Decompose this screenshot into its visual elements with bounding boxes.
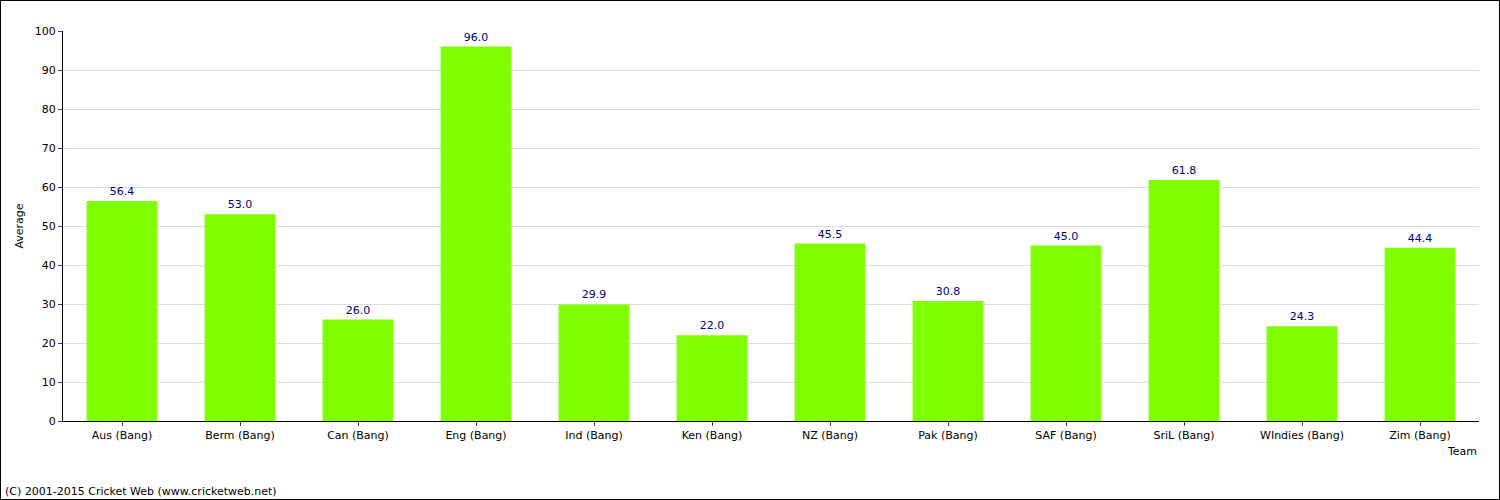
svg-text:Team: Team: [1447, 445, 1477, 458]
svg-text:40: 40: [42, 259, 56, 272]
svg-text:90: 90: [42, 64, 56, 77]
svg-text:Pak (Bang): Pak (Bang): [918, 429, 978, 442]
svg-text:56.4: 56.4: [110, 185, 135, 198]
svg-text:30: 30: [42, 298, 56, 311]
svg-text:Berm (Bang): Berm (Bang): [205, 429, 275, 442]
svg-text:20: 20: [42, 337, 56, 350]
svg-text:44.4: 44.4: [1408, 232, 1433, 245]
svg-text:Average: Average: [13, 203, 26, 248]
svg-text:45.0: 45.0: [1054, 230, 1079, 243]
svg-text:Ind (Bang): Ind (Bang): [565, 429, 623, 442]
svg-text:WIndies (Bang): WIndies (Bang): [1260, 429, 1344, 442]
svg-text:29.9: 29.9: [582, 288, 607, 301]
svg-text:10: 10: [42, 376, 56, 389]
svg-text:SAF (Bang): SAF (Bang): [1035, 429, 1096, 442]
svg-text:22.0: 22.0: [700, 319, 725, 332]
svg-text:SriL (Bang): SriL (Bang): [1153, 429, 1214, 442]
svg-text:Eng (Bang): Eng (Bang): [445, 429, 506, 442]
svg-text:0: 0: [49, 415, 56, 428]
svg-text:100: 100: [35, 25, 56, 38]
svg-text:50: 50: [42, 220, 56, 233]
svg-text:NZ (Bang): NZ (Bang): [802, 429, 858, 442]
svg-text:70: 70: [42, 142, 56, 155]
svg-text:61.8: 61.8: [1172, 164, 1197, 177]
svg-text:80: 80: [42, 103, 56, 116]
svg-text:53.0: 53.0: [228, 198, 253, 211]
svg-text:60: 60: [42, 181, 56, 194]
svg-text:24.3: 24.3: [1290, 310, 1315, 323]
svg-text:96.0: 96.0: [464, 31, 489, 44]
svg-text:Zim (Bang): Zim (Bang): [1389, 429, 1451, 442]
svg-text:(C) 2001-2015 Cricket Web (www: (C) 2001-2015 Cricket Web (www.cricketwe…: [5, 485, 277, 498]
svg-text:26.0: 26.0: [346, 304, 371, 317]
svg-text:Aus (Bang): Aus (Bang): [92, 429, 153, 442]
svg-text:Ken (Bang): Ken (Bang): [682, 429, 743, 442]
svg-text:45.5: 45.5: [818, 228, 843, 241]
svg-text:Can (Bang): Can (Bang): [327, 429, 389, 442]
svg-text:30.8: 30.8: [936, 285, 961, 298]
